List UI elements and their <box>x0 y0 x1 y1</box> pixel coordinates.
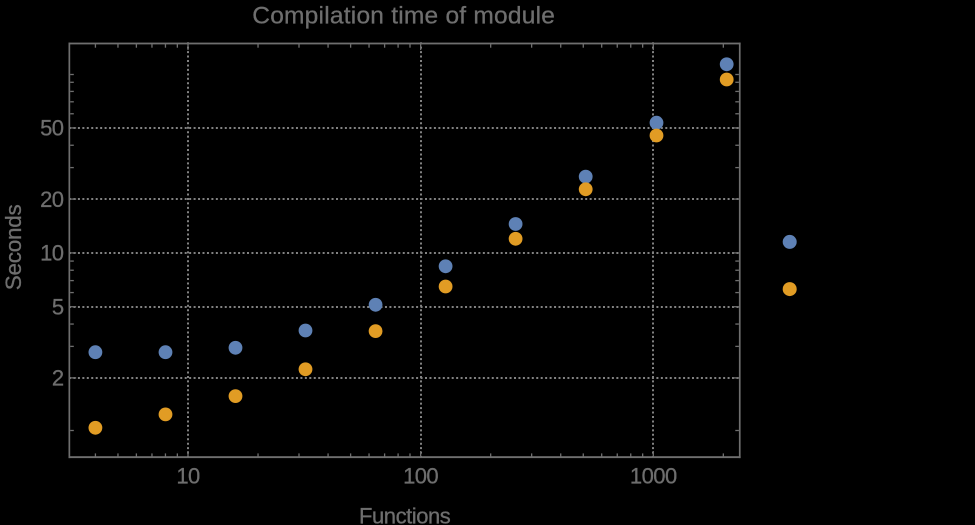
svg-text:10: 10 <box>40 241 64 266</box>
svg-text:2: 2 <box>52 366 64 391</box>
svg-text:5: 5 <box>52 295 64 320</box>
svg-text:Seconds: Seconds <box>1 204 26 290</box>
svg-text:1000: 1000 <box>630 464 677 489</box>
svg-text:Compilation time of module: Compilation time of module <box>252 3 555 30</box>
svg-text:10: 10 <box>176 464 200 489</box>
svg-text:100: 100 <box>403 464 438 489</box>
svg-text:50: 50 <box>40 116 64 141</box>
svg-text:20: 20 <box>40 187 64 212</box>
svg-text:Functions: Functions <box>359 504 451 525</box>
